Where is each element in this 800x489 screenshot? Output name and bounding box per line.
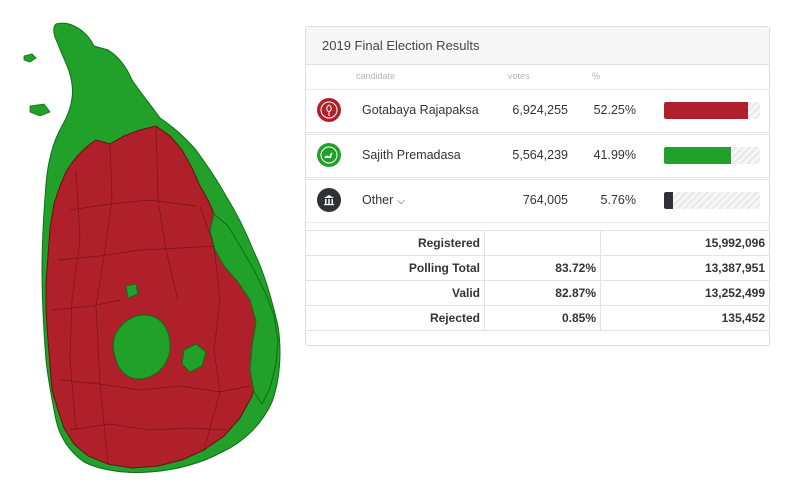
stats-label: Valid [306,280,485,306]
stats-value: 13,252,499 [600,280,769,306]
map-region-red-mass [45,125,269,469]
candidate-row-other[interactable]: Other ⌵ 764,005 5.76% [306,179,769,223]
candidate-pct: 41.99% [593,148,636,162]
other-label: Other [362,193,394,207]
chevron-down-icon[interactable]: ⌵ [397,196,405,207]
candidate-row-premadasa: Sajith Premadasa 5,564,239 41.99% [306,134,769,178]
candidate-pct: 5.76% [600,193,636,207]
vote-share-bar [664,102,760,119]
map-region-east-green [209,213,279,405]
stats-row-polling: Polling Total 83.72% 13,387,951 [306,255,769,281]
stats-pct: 83.72% [484,255,601,281]
stats-value: 13,387,951 [600,255,769,281]
column-headers: candidate votes % [306,65,769,89]
stats-pct: 0.85% [484,305,601,331]
stats-label: Registered [306,230,485,256]
panel-header: 2019 Final Election Results [306,27,769,65]
stats-label: Polling Total [306,255,485,281]
map-region-green-blob-3 [125,283,139,299]
stats-pct: 82.87% [484,280,601,306]
building-icon [317,188,341,212]
col-pct: % [592,71,601,81]
swan-icon [317,143,341,167]
map-region-islet-1 [23,53,37,63]
col-candidate: candidate [356,71,396,81]
stats-pct [484,230,601,256]
pohottuwa-flower-icon [317,98,341,122]
stats-label: Rejected [306,305,485,331]
turnout-stats-table: Registered 15,992,096 Polling Total 83.7… [306,230,769,331]
candidate-votes: 6,924,255 [512,103,568,117]
vote-share-fill [664,102,748,119]
vote-share-bar [664,147,760,164]
candidate-name: Other ⌵ [362,193,405,207]
candidate-pct: 52.25% [593,103,636,117]
results-panel: 2019 Final Election Results candidate vo… [305,26,770,346]
vote-share-fill [664,147,732,164]
vote-share-fill [664,192,674,209]
vote-share-bar [664,192,760,209]
candidate-name: Sajith Premadasa [362,148,461,162]
panel-title: 2019 Final Election Results [322,38,480,53]
map-region-islet-2 [29,103,51,117]
map-district-lines [51,125,251,465]
candidate-votes: 764,005 [522,193,568,207]
map-region-green-enclave [112,314,171,380]
candidate-votes: 5,564,239 [512,148,568,162]
map-svg [23,22,281,473]
sri-lanka-results-map [0,0,300,489]
stats-row-valid: Valid 82.87% 13,252,499 [306,280,769,306]
stats-value: 15,992,096 [600,230,769,256]
candidate-row-rajapaksa: Gotabaya Rajapaksa 6,924,255 52.25% [306,89,769,133]
stats-value: 135,452 [600,305,769,331]
candidate-name: Gotabaya Rajapaksa [362,103,479,117]
map-region-green-blob-2 [181,343,207,373]
stats-row-registered: Registered 15,992,096 [306,230,769,256]
col-votes: votes [508,71,530,81]
stats-row-rejected: Rejected 0.85% 135,452 [306,305,769,331]
